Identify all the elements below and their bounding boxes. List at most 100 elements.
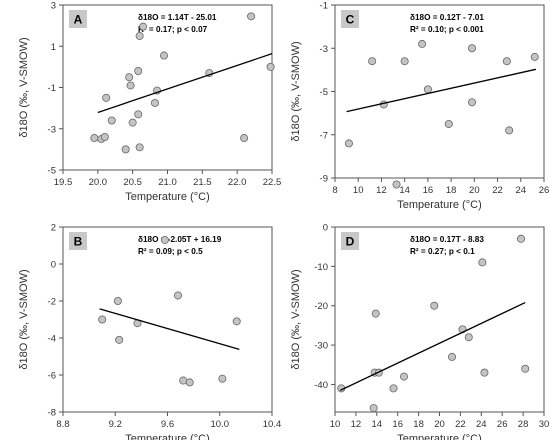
- data-point: [371, 309, 380, 318]
- x-tick-label: 21.5: [193, 177, 212, 188]
- y-tick-label: -20: [314, 301, 328, 312]
- y-tick-label: 0: [323, 223, 328, 234]
- data-point: [121, 145, 130, 154]
- regression-line: [339, 301, 526, 391]
- y-tick-label: -30: [314, 341, 328, 352]
- x-tick-label: 30: [539, 419, 550, 430]
- regression-equation: δ18O = -2.05T + 16.19: [138, 235, 222, 244]
- y-tick-label: -6: [48, 371, 56, 382]
- panel-label-badge: [69, 10, 87, 28]
- regression-equation: δ18O = 1.14T - 25.01: [138, 13, 217, 22]
- panel-d: 10 12 14 16 18 20 22 24 26 28 30 -40 -30 -20 -10 0 Tempe…: [290, 223, 549, 440]
- y-tick-label: -3: [48, 124, 56, 135]
- x-tick-label: 21.0: [158, 177, 177, 188]
- data-point: [173, 291, 182, 300]
- x-tick-label: 20: [434, 419, 445, 430]
- data-point: [430, 301, 439, 310]
- data-point: [400, 57, 409, 66]
- data-point: [102, 93, 111, 102]
- data-point: [369, 404, 378, 413]
- data-point: [521, 364, 530, 373]
- regression-stats: R² = 0.09; p < 0.5: [138, 247, 203, 256]
- data-point: [90, 134, 99, 143]
- x-tick-label: 12: [351, 419, 362, 430]
- panel-label: C: [346, 13, 355, 27]
- x-tick-label: 20: [469, 185, 480, 196]
- x-tick-label: 22: [492, 185, 503, 196]
- x-tick-label: 16: [423, 185, 434, 196]
- x-tick-label: 26: [539, 185, 550, 196]
- x-tick-label: 22.0: [228, 177, 247, 188]
- x-tick-label: 9.2: [109, 419, 122, 430]
- y-axis-title: δ18O (‰, V-SMOW): [290, 269, 302, 369]
- panel-label: B: [74, 235, 83, 249]
- y-tick-label: -5: [48, 166, 56, 177]
- data-point: [160, 235, 169, 244]
- x-tick-label: 24: [476, 419, 487, 430]
- y-tick-label: 3: [51, 1, 56, 12]
- data-point: [185, 378, 194, 387]
- data-point: [113, 296, 122, 305]
- data-point: [98, 315, 107, 324]
- y-tick-label: -7: [320, 130, 328, 141]
- data-point: [468, 44, 477, 53]
- y-tick-label: -4: [48, 334, 56, 345]
- data-point: [232, 317, 241, 326]
- y-tick-label: -1: [320, 1, 328, 12]
- x-tick-label: 22.5: [263, 177, 282, 188]
- data-point: [418, 39, 427, 48]
- regression-stats: R² = 0.27; p < 0.1: [410, 247, 475, 256]
- data-point: [100, 132, 109, 141]
- data-point: [179, 376, 188, 385]
- regression-stats: R² = 0.17; p < 0.07: [138, 25, 208, 34]
- data-point: [247, 12, 256, 21]
- x-axis-title: Temperature (°C): [397, 433, 481, 440]
- data-point: [517, 234, 526, 243]
- data-point: [107, 116, 116, 125]
- x-tick-label: 20.5: [123, 177, 142, 188]
- x-tick-label: 8.8: [56, 419, 69, 430]
- regression-line: [99, 308, 240, 351]
- data-point: [218, 374, 227, 383]
- data-point: [530, 52, 539, 61]
- x-tick-label: 14: [372, 419, 383, 430]
- data-point: [423, 85, 432, 94]
- x-tick-label: 10: [330, 419, 341, 430]
- panel-b: 8.8 9.2 9.6 10.0 10.4 -8 -6 -4 -2 0 2 Temperature (…: [18, 223, 281, 440]
- x-tick-label: 19.5: [54, 177, 73, 188]
- x-tick-label: 22: [455, 419, 466, 430]
- data-point: [478, 258, 487, 267]
- data-point: [134, 67, 143, 76]
- y-tick-label: -9: [320, 174, 328, 185]
- x-tick-label: 16: [392, 419, 403, 430]
- data-point: [344, 139, 353, 148]
- x-tick-label: 18: [413, 419, 424, 430]
- data-point: [389, 384, 398, 393]
- data-point: [505, 126, 514, 135]
- x-tick-label: 10.4: [263, 419, 282, 430]
- data-point: [444, 119, 453, 128]
- data-point: [139, 22, 148, 31]
- regression-stats: R² = 0.10; p < 0.001: [410, 25, 484, 34]
- panel-label-badge: [69, 232, 87, 250]
- regression-equation: δ18O = 0.12T - 7.01: [410, 13, 484, 22]
- y-tick-label: -8: [48, 408, 56, 419]
- data-point: [468, 98, 477, 107]
- data-point: [480, 368, 489, 377]
- data-point: [135, 143, 144, 152]
- panel-a: 19.5 20.0 20.5 21.0 21.5 22.0 22.5 -5 -3 -1 1 3 Temp…: [18, 1, 281, 204]
- panel-label: A: [74, 13, 83, 27]
- data-point: [448, 352, 457, 361]
- x-tick-label: 28: [518, 419, 529, 430]
- data-point: [368, 57, 377, 66]
- regression-line: [97, 53, 273, 114]
- data-point: [135, 31, 144, 40]
- x-axis-title: Temperature (°C): [125, 191, 209, 203]
- data-point: [392, 180, 401, 189]
- y-tick-label: -3: [320, 44, 328, 55]
- data-point: [240, 134, 249, 143]
- x-axis-title: Temperature (°C): [397, 199, 481, 211]
- x-tick-label: 14: [399, 185, 410, 196]
- x-tick-label: 8: [332, 185, 337, 196]
